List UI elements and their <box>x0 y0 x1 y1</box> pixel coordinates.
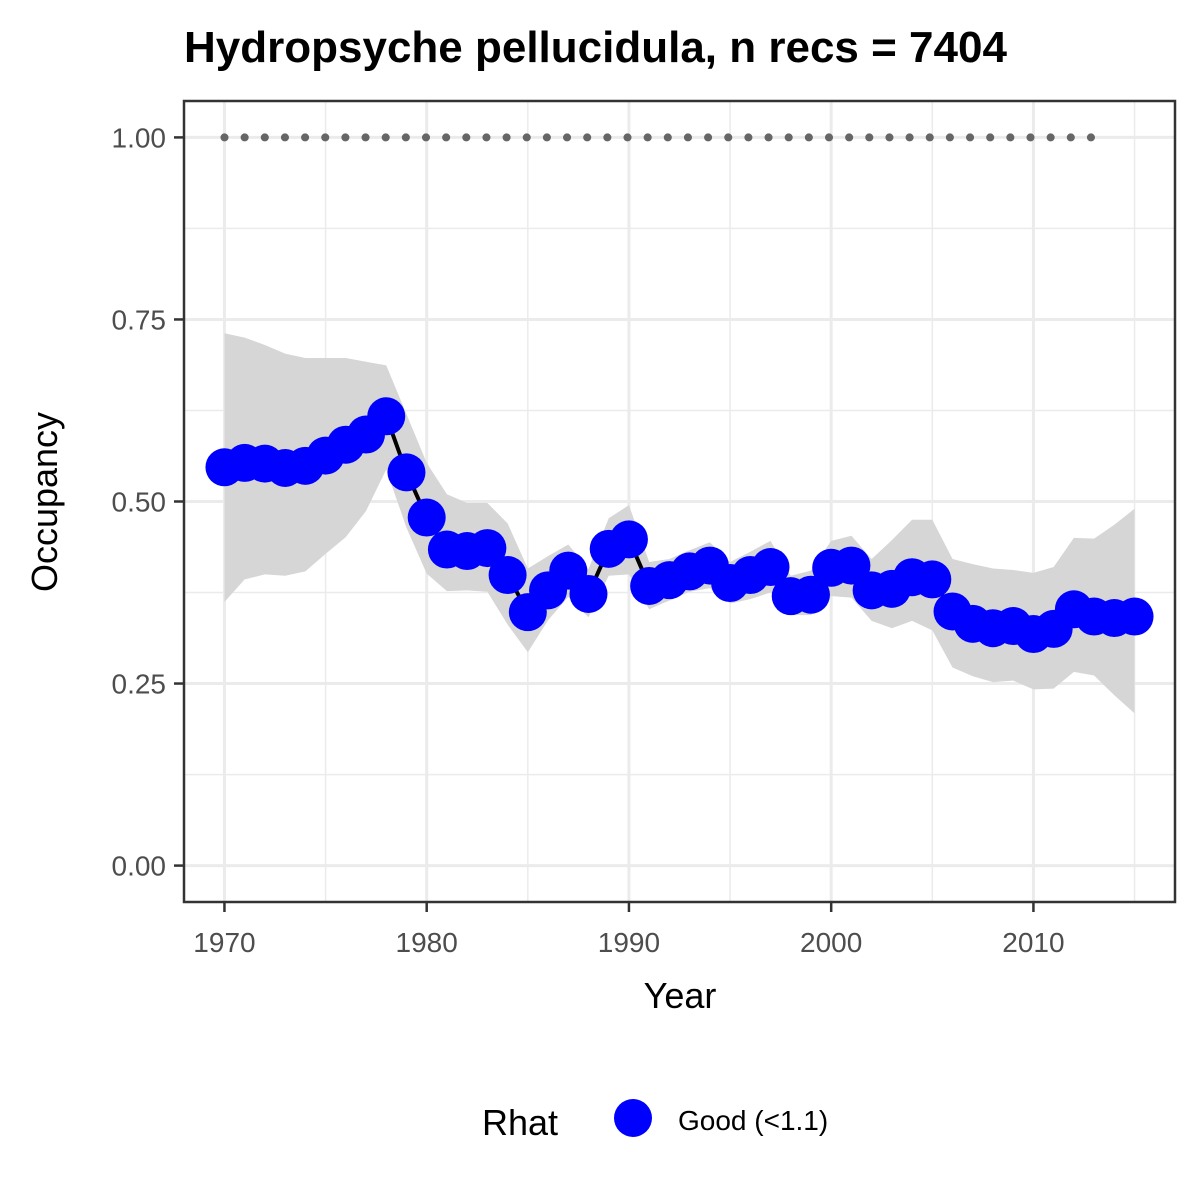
credible-interval-ribbon <box>224 333 1135 714</box>
data-point-1999 <box>791 575 830 614</box>
data-points-layer <box>205 397 1154 654</box>
data-point-1990 <box>609 520 648 559</box>
data-point-1978 <box>367 397 406 436</box>
legend-key-good <box>614 1099 652 1137</box>
x-tick-label: 1990 <box>598 927 660 958</box>
data-point-1997 <box>751 548 790 587</box>
data-point-2015 <box>1115 597 1154 636</box>
y-tick-label: 0.75 <box>112 304 167 335</box>
x-axis-title: Year <box>644 975 717 1016</box>
data-point-1980 <box>407 498 446 537</box>
y-tick-label: 0.25 <box>112 669 167 700</box>
x-tick-label: 1980 <box>396 927 458 958</box>
x-tick-label: 2010 <box>1002 927 1064 958</box>
y-tick-label: 1.00 <box>112 122 167 153</box>
y-tick-label: 0.00 <box>112 851 167 882</box>
y-axis-title: Occupancy <box>24 412 65 592</box>
legend-title: Rhat <box>482 1102 558 1143</box>
credible-interval-ribbon-layer <box>224 333 1135 714</box>
legend-label-good: Good (<1.1) <box>678 1105 828 1136</box>
x-tick-label: 2000 <box>800 927 862 958</box>
data-point-1983 <box>468 529 507 568</box>
data-point-2005 <box>913 560 952 599</box>
legend: Rhat Good (<1.1) <box>482 1099 828 1143</box>
data-point-1984 <box>488 556 527 595</box>
data-point-1988 <box>569 574 608 613</box>
chart-title: Hydropsyche pellucidula, n recs = 7404 <box>184 23 1007 72</box>
y-tick-label: 0.50 <box>112 487 167 518</box>
data-point-1979 <box>387 453 426 492</box>
axes-layer: 0.00 0.25 0.50 0.75 1.00 1970 1980 1990 2000 2010 <box>112 122 1065 958</box>
x-tick-label: 1970 <box>193 927 255 958</box>
